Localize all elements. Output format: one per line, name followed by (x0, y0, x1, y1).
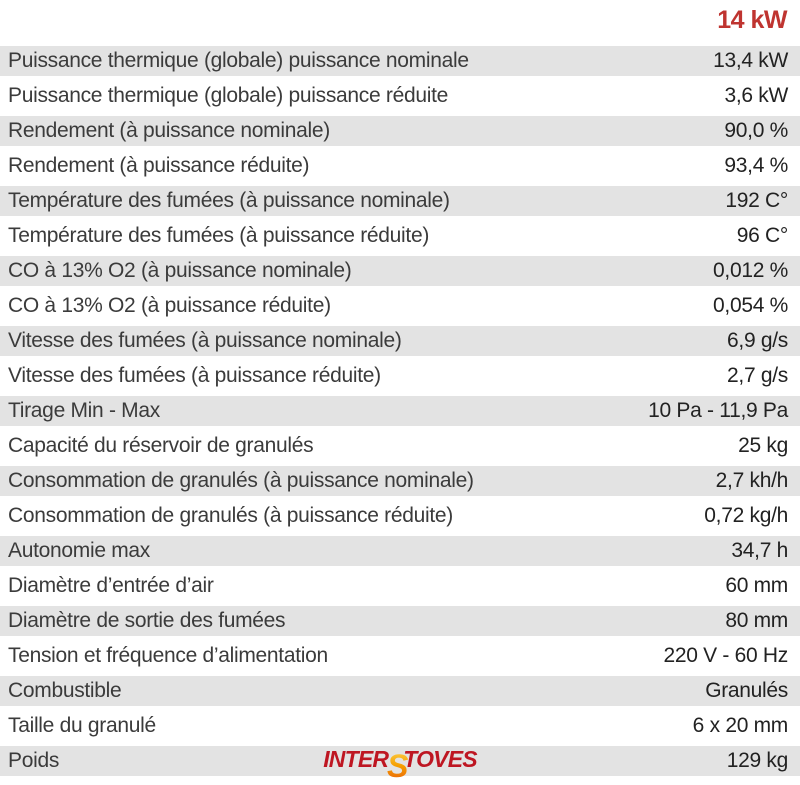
spec-value: 34,7 h (731, 539, 788, 562)
spec-value: Granulés (705, 679, 788, 702)
spec-value: 2,7 kh/h (715, 469, 789, 492)
spec-label: Tension et fréquence d’alimentation (8, 644, 328, 667)
table-row: Diamètre de sortie des fumées 80 mm (0, 606, 800, 636)
spec-label: Taille du granulé (8, 714, 156, 737)
spec-label: Vitesse des fumées (à puissance réduite) (8, 364, 381, 387)
table-row: Température des fumées (à puissance rédu… (0, 221, 800, 251)
spec-value: 96 C° (736, 224, 789, 247)
table-row: Consommation de granulés (à puissance ré… (0, 501, 800, 531)
spec-label: Température des fumées (à puissance rédu… (8, 224, 430, 247)
table-row: Tension et fréquence d’alimentation 220 V… (0, 641, 800, 671)
spec-label: Tirage Min - Max (8, 399, 160, 422)
table-row: CO à 13% O2 (à puissance réduite) 0,054 % (0, 291, 800, 321)
spec-label: Rendement (à puissance réduite) (8, 154, 310, 177)
spec-value: 220 V - 60 Hz (663, 644, 789, 667)
table-row: Rendement (à puissance réduite) 93,4 % (0, 151, 800, 181)
spec-label: Puissance thermique (globale) puissance … (8, 84, 448, 107)
table-row: Puissance thermique (globale) puissance … (0, 81, 800, 111)
spec-value: 93,4 % (724, 154, 788, 177)
spec-label: Autonomie max (8, 539, 151, 562)
spec-value: 6 x 20 mm (692, 714, 789, 737)
spec-label: Diamètre de sortie des fumées (8, 609, 286, 632)
spec-label: Température des fumées (à puissance nomi… (8, 189, 450, 212)
spec-label: CO à 13% O2 (à puissance nominale) (8, 259, 352, 282)
spec-value: 192 C° (725, 189, 788, 212)
power-rating-title: 14 kW (717, 5, 787, 34)
table-row: Consommation de granulés (à puissance no… (0, 466, 800, 496)
table-row: Capacité du réservoir de granulés 25 kg (0, 431, 800, 461)
spec-label: Combustible (8, 679, 122, 702)
table-row: CO à 13% O2 (à puissance nominale) 0,012 … (0, 256, 800, 286)
spec-value: 25 kg (738, 434, 788, 457)
spec-table: Puissance thermique (globale) puissance … (0, 46, 800, 776)
spec-value: 90,0 % (724, 119, 788, 142)
spec-label: Consommation de granulés (à puissance no… (8, 469, 474, 492)
table-row: Rendement (à puissance nominale) 90,0 % (0, 116, 800, 146)
spec-value: 0,054 % (713, 294, 788, 317)
spec-label: Puissance thermique (globale) puissance … (8, 49, 469, 72)
spec-value: 60 mm (725, 574, 788, 597)
table-row: Vitesse des fumées (à puissance réduite)… (0, 361, 800, 391)
spec-label: Vitesse des fumées (à puissance nominale… (8, 329, 402, 352)
table-row: Tirage Min - Max 10 Pa - 11,9 Pa (0, 396, 800, 426)
table-row: Température des fumées (à puissance nomi… (0, 186, 800, 216)
spec-value: 3,6 kW (724, 84, 788, 107)
spec-value: 0,012 % (713, 259, 788, 282)
spec-label: Capacité du réservoir de granulés (8, 434, 314, 457)
spec-label: Consommation de granulés (à puissance ré… (8, 504, 453, 527)
spec-value: 2,7 g/s (727, 364, 788, 387)
table-row: Vitesse des fumées (à puissance nominale… (0, 326, 800, 356)
table-row: Poids 129 kg (0, 746, 800, 776)
spec-label: Diamètre d’entrée d’air (8, 574, 214, 597)
spec-value: 0,72 kg/h (704, 504, 788, 527)
spec-label: CO à 13% O2 (à puissance réduite) (8, 294, 331, 317)
table-row: Combustible Granulés (0, 676, 800, 706)
spec-value: 80 mm (725, 609, 788, 632)
table-row: Taille du granulé 6 x 20 mm (0, 711, 800, 741)
table-row: Puissance thermique (globale) puissance … (0, 46, 800, 76)
spec-value: 10 Pa - 11,9 Pa (648, 399, 788, 422)
table-row: Autonomie max 34,7 h (0, 536, 800, 566)
spec-value: 6,9 g/s (727, 329, 788, 352)
spec-label: Rendement (à puissance nominale) (8, 119, 330, 142)
table-row: Diamètre d’entrée d’air 60 mm (0, 571, 800, 601)
spec-label: Poids (8, 749, 60, 772)
page-header: 14 kW (0, 0, 800, 46)
spec-value: 129 kg (726, 749, 789, 772)
spec-value: 13,4 kW (713, 49, 788, 72)
